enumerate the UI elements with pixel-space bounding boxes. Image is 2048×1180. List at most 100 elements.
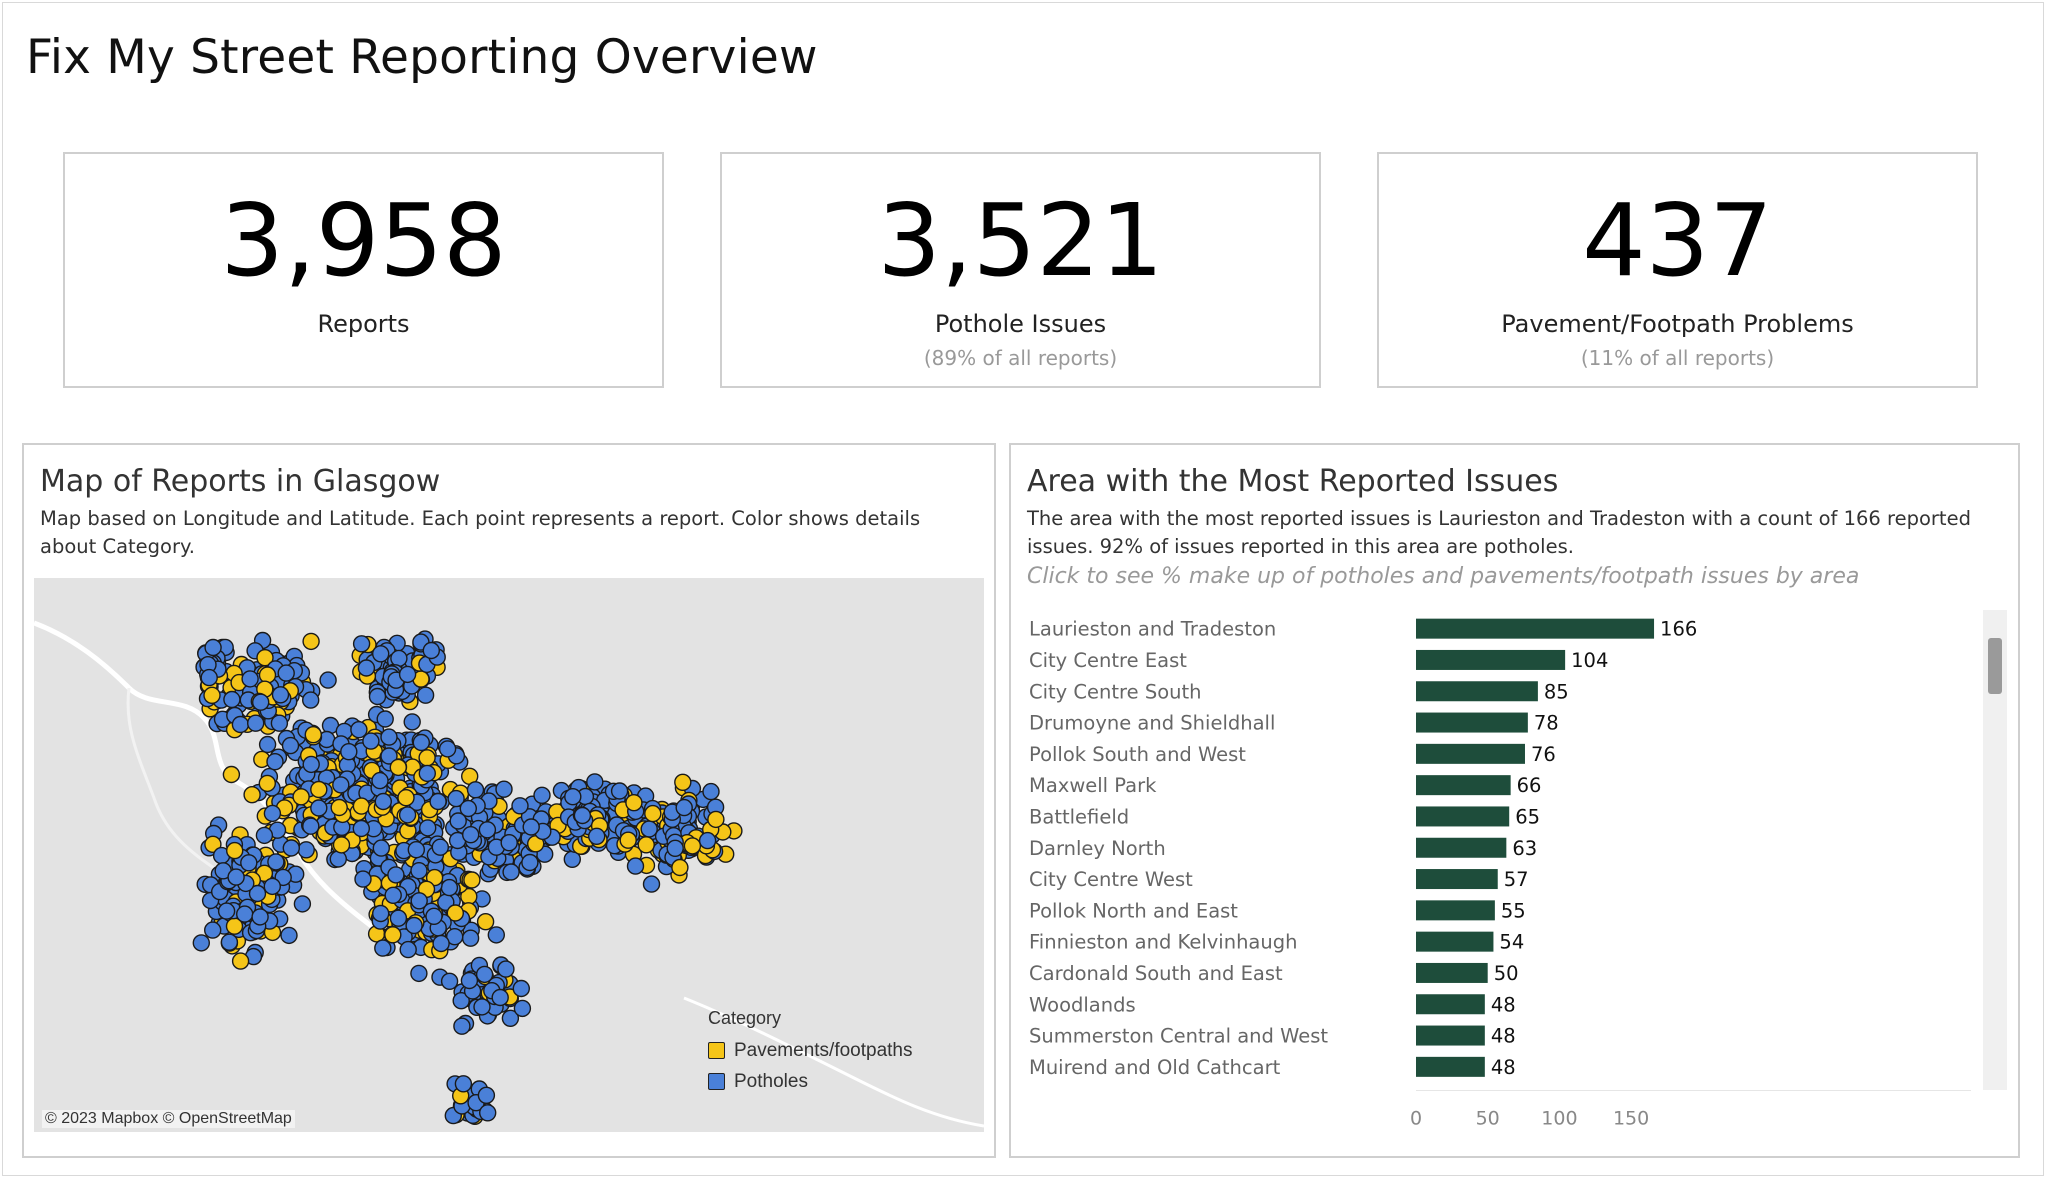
report-point[interactable]	[350, 720, 368, 739]
bar-category-label[interactable]: Finnieston and Kelvinhaugh	[1029, 931, 1297, 954]
report-point[interactable]	[410, 892, 428, 910]
report-point[interactable]	[410, 964, 428, 983]
report-point[interactable]	[231, 715, 250, 734]
report-point[interactable]	[372, 839, 390, 857]
report-point[interactable]	[248, 884, 267, 903]
report-point[interactable]	[200, 668, 218, 687]
report-point[interactable]	[521, 853, 539, 872]
report-point[interactable]	[447, 789, 465, 808]
report-point[interactable]	[231, 952, 250, 970]
bar-category-label[interactable]: City Centre East	[1029, 649, 1187, 672]
report-point[interactable]	[390, 649, 408, 668]
report-point[interactable]	[271, 686, 290, 704]
report-point[interactable]	[246, 714, 265, 732]
report-point[interactable]	[446, 904, 464, 922]
report-point[interactable]	[461, 929, 480, 947]
report-point[interactable]	[372, 904, 390, 923]
report-point[interactable]	[380, 747, 398, 765]
report-point[interactable]	[280, 926, 298, 945]
report-point[interactable]	[282, 839, 300, 857]
report-point[interactable]	[432, 934, 450, 953]
report-point[interactable]	[619, 831, 637, 849]
bar[interactable]	[1416, 837, 1507, 858]
report-point[interactable]	[266, 752, 284, 771]
report-point[interactable]	[476, 913, 495, 931]
report-point[interactable]	[412, 733, 430, 752]
bar[interactable]	[1416, 649, 1566, 670]
map-attribution[interactable]: © 2023 Mapbox © OpenStreetMap	[42, 1110, 295, 1128]
report-point[interactable]	[674, 773, 692, 792]
report-point[interactable]	[438, 740, 457, 758]
report-point[interactable]	[513, 999, 532, 1018]
report-point[interactable]	[512, 979, 530, 998]
report-point[interactable]	[302, 817, 320, 835]
report-point[interactable]	[422, 641, 440, 660]
legend-item-pavements[interactable]: Pavements/footpaths	[708, 1035, 913, 1066]
report-point[interactable]	[397, 788, 415, 807]
report-point[interactable]	[454, 1075, 473, 1093]
report-point[interactable]	[502, 863, 520, 881]
report-point[interactable]	[586, 773, 604, 791]
report-point[interactable]	[263, 804, 282, 823]
report-point[interactable]	[374, 792, 392, 811]
legend-item-potholes[interactable]: Potholes	[708, 1066, 913, 1097]
report-point[interactable]	[495, 780, 513, 798]
report-point[interactable]	[256, 648, 274, 667]
report-point[interactable]	[477, 1086, 496, 1104]
area-bar-chart[interactable]: Laurieston and Tradeston 166 City Centre E…	[1011, 605, 1981, 1145]
bar[interactable]	[1416, 681, 1538, 702]
report-point[interactable]	[466, 781, 485, 799]
report-point[interactable]	[368, 687, 387, 706]
report-point[interactable]	[500, 834, 518, 852]
report-point[interactable]	[473, 998, 491, 1016]
report-point[interactable]	[640, 820, 658, 838]
report-point[interactable]	[241, 670, 259, 688]
report-point[interactable]	[374, 939, 392, 957]
bar-category-label[interactable]: Laurieston and Tradeston	[1029, 618, 1276, 641]
report-point[interactable]	[418, 749, 436, 767]
report-point[interactable]	[419, 819, 437, 837]
report-point[interactable]	[475, 965, 494, 984]
report-point[interactable]	[225, 841, 244, 860]
report-point[interactable]	[449, 812, 467, 830]
report-point[interactable]	[310, 780, 328, 799]
bar-category-label[interactable]: Drumoyne and Shieldhall	[1029, 712, 1275, 735]
report-point[interactable]	[564, 787, 582, 806]
report-point[interactable]	[698, 831, 717, 850]
scrollbar-thumb[interactable]	[1988, 638, 2002, 694]
report-point[interactable]	[302, 632, 320, 651]
report-point[interactable]	[329, 850, 347, 868]
bar[interactable]	[1416, 1025, 1485, 1046]
chart-scrollbar[interactable]	[1983, 610, 2007, 1090]
report-point[interactable]	[277, 664, 295, 682]
report-point[interactable]	[352, 635, 371, 653]
report-point[interactable]	[389, 758, 407, 777]
report-point[interactable]	[203, 921, 222, 939]
report-point[interactable]	[293, 895, 312, 913]
report-point[interactable]	[460, 971, 479, 990]
bar[interactable]	[1416, 743, 1525, 764]
report-point[interactable]	[304, 725, 322, 744]
report-point[interactable]	[302, 691, 320, 709]
report-point[interactable]	[371, 771, 389, 790]
bar[interactable]	[1416, 712, 1528, 733]
report-point[interactable]	[479, 1104, 497, 1122]
bar-category-label[interactable]: Summerston Central and West	[1029, 1025, 1328, 1048]
report-point[interactable]	[446, 928, 464, 946]
report-point[interactable]	[675, 798, 693, 817]
report-point[interactable]	[384, 886, 402, 904]
report-point[interactable]	[292, 788, 310, 806]
report-point[interactable]	[440, 878, 459, 897]
report-point[interactable]	[217, 902, 236, 920]
report-point[interactable]	[497, 960, 515, 978]
report-point[interactable]	[297, 841, 315, 859]
bar[interactable]	[1416, 1056, 1485, 1077]
report-point[interactable]	[398, 665, 417, 684]
bar-category-label[interactable]: Maxwell Park	[1029, 774, 1157, 797]
report-point[interactable]	[222, 765, 241, 784]
bar-category-label[interactable]: Woodlands	[1029, 993, 1136, 1016]
report-points[interactable]	[192, 630, 743, 1125]
report-point[interactable]	[255, 826, 274, 845]
report-point[interactable]	[362, 732, 380, 750]
bar-category-label[interactable]: Pollok South and West	[1029, 743, 1246, 766]
